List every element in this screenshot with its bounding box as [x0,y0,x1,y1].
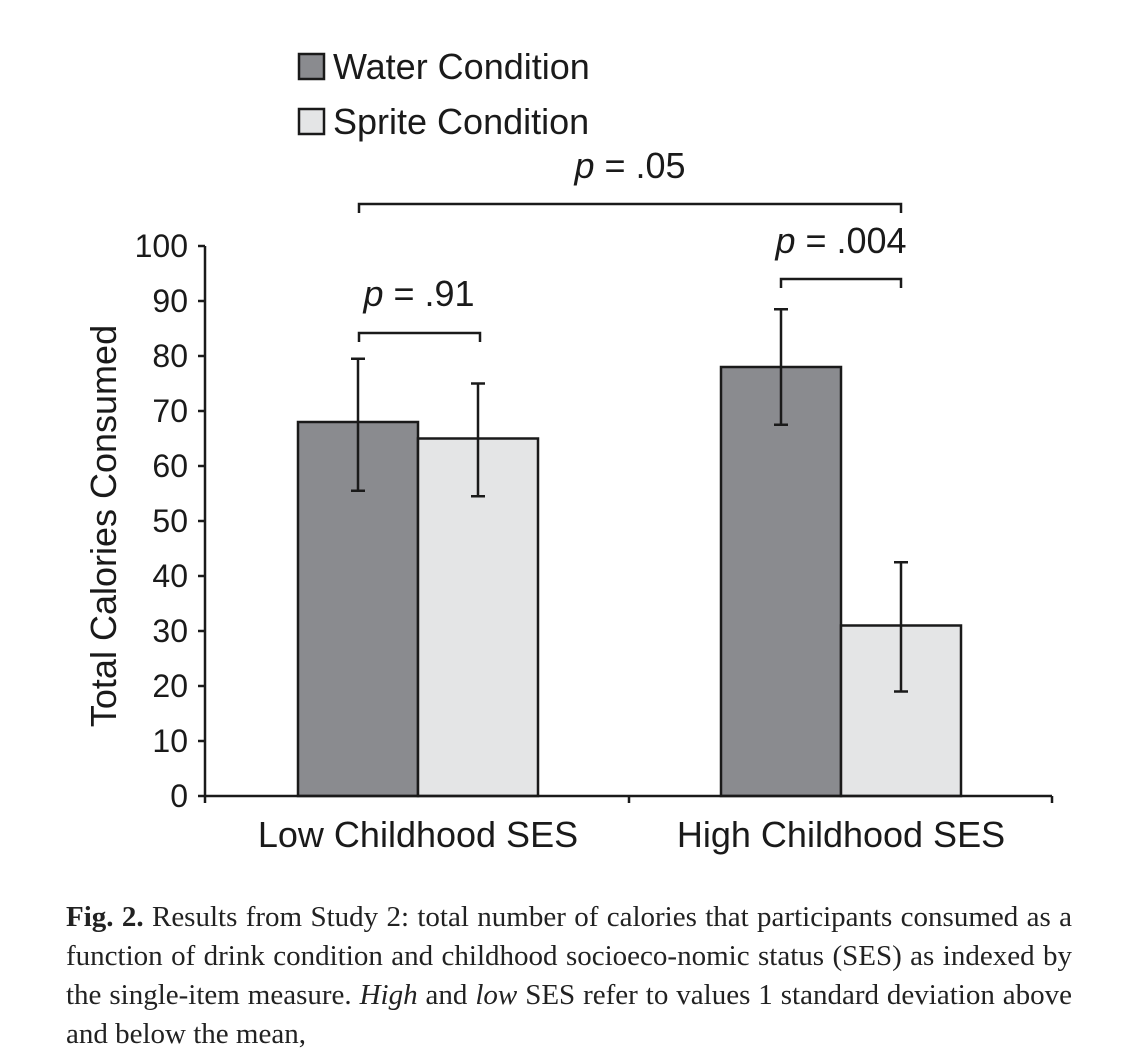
bracket-line [357,331,482,342]
significance-bracket: p = .91 [357,273,482,342]
p-value-label: p = .05 [573,145,685,186]
axes: 0 10 20 30 40 50 60 70 80 90 100 Low Childhood SES H… [83,228,1054,855]
legend-item: Sprite Condition [297,101,589,142]
legend-item: Water Condition [297,46,590,87]
bracket-line [779,277,903,288]
p-value-text: = .004 [795,220,906,261]
x-tick-label: High Childhood SES [677,814,1005,855]
y-tick-label: 90 [152,283,188,319]
caption-label: Fig. 2. [66,901,144,933]
y-axis-title: Total Calories Consumed [83,325,124,727]
caption-text-3: SES refer to values 1 standard deviation… [66,979,1073,1050]
y-tick-label: 30 [152,613,188,649]
y-tick-label: 70 [152,393,188,429]
caption-emphasis-high: High [359,979,418,1011]
error-bars [351,308,908,693]
y-tick-label: 40 [152,558,188,594]
caption-text-1: Results from Study 2: total number of ca… [66,901,1072,1011]
error-bar [471,382,485,498]
y-tick-label: 50 [152,503,188,539]
y-tick-label: 20 [152,668,188,704]
error-bar [774,308,788,426]
bars [296,365,963,798]
y-tick-label: 60 [152,448,188,484]
p-symbol: p [774,220,795,261]
y-tick-label: 100 [135,228,188,264]
legend-swatch [297,107,326,136]
y-tick-label: 10 [152,723,188,759]
error-bar [894,561,908,693]
figure-caption: Fig. 2. Results from Study 2: total numb… [66,898,1072,1054]
legend-label: Sprite Condition [333,101,589,142]
significance-bracket: p = .05 [357,145,903,213]
error-bar [351,357,365,492]
p-value-text: = .91 [383,273,474,314]
legend-label: Water Condition [333,46,590,87]
x-tick-label: Low Childhood SES [258,814,578,855]
bracket-line [357,202,903,213]
bar [719,365,843,798]
p-value-label: p = .004 [774,220,906,261]
p-symbol: p [573,145,594,186]
bar [416,437,540,798]
caption-emphasis-low: low [475,979,518,1011]
y-tick-label: 80 [152,338,188,374]
p-value-label: p = .91 [362,273,474,314]
legend-swatch [297,52,326,81]
p-symbol: p [362,273,383,314]
p-value-text: = .05 [594,145,685,186]
y-tick-label: 0 [170,778,188,814]
legend: Water Condition Sprite Condition [297,46,590,142]
significance-bracket: p = .004 [774,220,907,288]
caption-text-2: and [417,979,476,1011]
